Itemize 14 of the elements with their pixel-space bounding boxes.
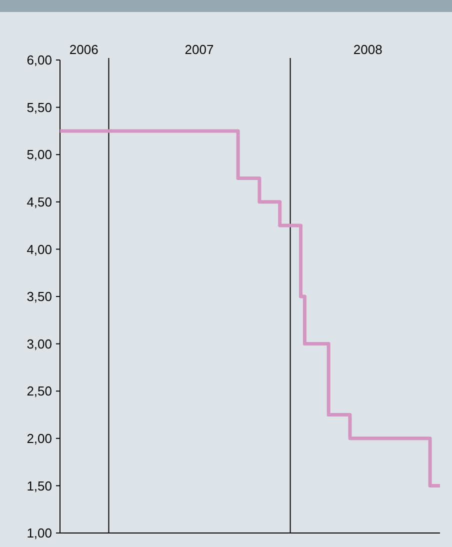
y-tick-label: 3,00 [26,336,52,352]
x-tick-label: 2006 [69,42,98,57]
y-tick-label: 1,00 [26,526,52,541]
y-tick-label: 2,50 [26,384,52,399]
y-tick-label: 2,00 [26,430,52,446]
y-tick-label: 1,50 [26,478,52,494]
y-tick-label: 5,00 [26,147,52,162]
y-tick-label: 4,00 [26,242,52,257]
x-tick-label: 2007 [184,42,214,57]
y-tick-label: 3,50 [26,289,52,304]
y-tick-label: 5,50 [26,100,52,115]
y-tick-label: 4,50 [26,194,52,210]
x-tick-label: 2008 [353,42,382,57]
y-tick-label: 6,00 [26,52,52,68]
